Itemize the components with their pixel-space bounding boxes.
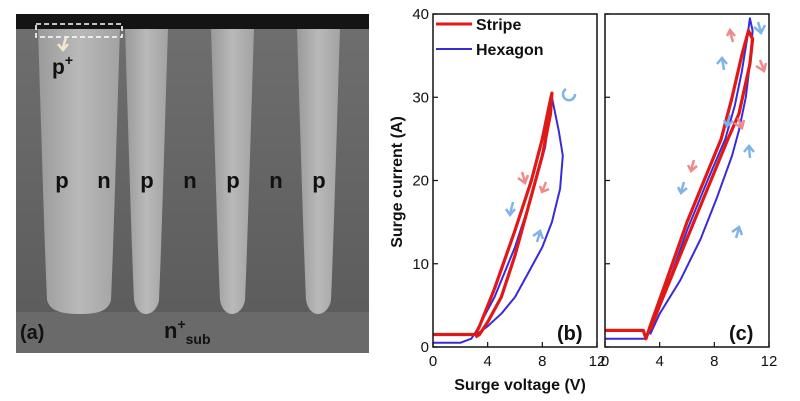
arrow-marker — [517, 171, 530, 185]
panel-c-series — [605, 17, 755, 341]
arrow-marker — [725, 27, 736, 43]
p-plus-arrow — [57, 36, 69, 52]
series-line-stripe — [433, 91, 554, 339]
y-tick-label: 30 — [412, 89, 429, 106]
panel-b-direction-arrows — [504, 87, 577, 243]
p-pillar — [297, 29, 340, 314]
column-label: n — [97, 168, 110, 193]
legend: Stripe Hexagon — [436, 17, 544, 59]
arrow-marker — [686, 159, 698, 173]
panel-c-plot: 0 4 8 12 (c) — [601, 13, 778, 370]
x-tick-label: 4 — [483, 353, 491, 370]
legend-stripe-label: Stripe — [476, 17, 521, 34]
sem-top-metal-bar — [16, 14, 369, 29]
arrow-marker — [532, 229, 545, 243]
panel-a-label: (a) — [20, 322, 44, 344]
arrow-marker — [731, 225, 744, 239]
sem-substrate-band — [16, 312, 369, 353]
y-tick-label: 40 — [412, 6, 429, 23]
x-tick-label: 12 — [761, 353, 778, 370]
y-tick-label: 10 — [412, 256, 429, 273]
y-tick-label: 0 — [421, 339, 429, 356]
arrow-marker — [733, 117, 746, 130]
arrow-marker — [716, 56, 728, 71]
x-tick-label: 8 — [710, 353, 718, 370]
panel-a-sem-image: p+ p n p n p n p (a) n+sub — [16, 14, 369, 353]
column-label: n — [183, 168, 196, 193]
arrow-marker — [753, 21, 767, 35]
p-pillar — [125, 29, 168, 314]
legend-hexagon-label: Hexagon — [476, 42, 544, 59]
substrate-label: n+sub — [164, 316, 211, 347]
panel-c-label: (c) — [729, 323, 753, 345]
panel-b-ticks: 0 4 8 12 0 10 20 30 40 — [412, 6, 605, 370]
column-label: n — [269, 168, 282, 193]
arrow-marker — [561, 87, 577, 102]
p-pillar — [211, 29, 254, 314]
x-tick-label: 4 — [655, 353, 663, 370]
arrow-marker — [722, 114, 734, 128]
y-tick-label: 20 — [412, 173, 429, 190]
panel-c-ticks: 0 4 8 12 — [601, 13, 778, 370]
column-label: p — [140, 168, 153, 193]
p-pillar — [38, 29, 120, 314]
p-plus-dashed-box — [35, 23, 123, 38]
panel-c-frame — [604, 13, 770, 348]
column-label: p — [55, 168, 68, 193]
p-plus-label: p+ — [52, 52, 73, 79]
panel-b-plot: 0 4 8 12 0 10 20 30 40 Stripe Hexagon (b) — [412, 6, 605, 370]
arrow-marker — [504, 201, 516, 218]
arrow-marker — [743, 144, 755, 159]
x-tick-label: 12 — [589, 353, 606, 370]
column-labels: p n p n p n p — [55, 168, 325, 193]
y-axis-label: Surge current (A) — [389, 116, 406, 248]
panel-c-direction-arrows — [676, 21, 768, 239]
column-label: p — [312, 168, 325, 193]
arrow-marker — [755, 59, 768, 73]
panel-b-series — [433, 91, 564, 344]
x-tick-label: 0 — [601, 353, 609, 370]
x-axis-label: Surge voltage (V) — [454, 377, 586, 394]
arrow-marker — [538, 181, 550, 194]
x-tick-label: 0 — [429, 353, 437, 370]
x-tick-label: 8 — [538, 353, 546, 370]
series-line-hexagon — [605, 17, 754, 340]
series-line-stripe — [605, 29, 755, 341]
column-label: p — [226, 168, 239, 193]
arrow-marker — [676, 181, 688, 195]
panel-b-label: (b) — [557, 323, 583, 345]
